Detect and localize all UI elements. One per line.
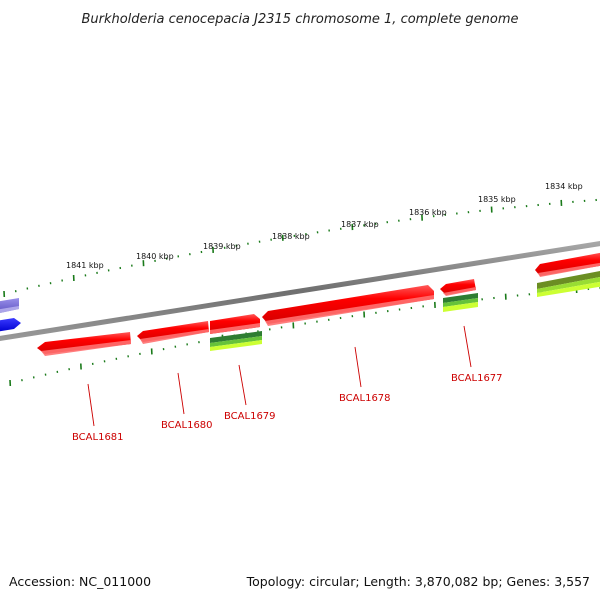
gene-right-edge-arrow <box>535 252 600 277</box>
outer-scale <box>3 198 597 298</box>
kbp-label-1836: 1836 kbp <box>409 208 447 217</box>
gene-leader-lines <box>87 325 472 427</box>
leader-BCAL1677 <box>463 325 472 368</box>
kbp-label-1841: 1841 kbp <box>66 261 104 270</box>
gene-label-BCAL1677: BCAL1677 <box>451 373 503 384</box>
gene-label-BCAL1681: BCAL1681 <box>72 432 124 443</box>
map-title: Burkholderia cenocepacia J2315 chromosom… <box>81 12 518 27</box>
feature-band-right-edge <box>537 270 600 297</box>
gene-label-BCAL1679: BCAL1679 <box>224 411 276 422</box>
gene-BCAL1680-arrow <box>137 321 209 344</box>
feature-band-BCAL1677 <box>443 293 478 312</box>
leader-BCAL1680 <box>177 372 185 415</box>
genome-backbone <box>0 241 600 341</box>
kbp-labels: 1841 kbp 1840 kbp 1839 kbp 1838 kbp 1837… <box>66 182 583 270</box>
leader-BCAL1681 <box>87 383 95 427</box>
kbp-label-1838: 1838 kbp <box>272 232 310 241</box>
feature-band-BCAL1679 <box>210 331 262 351</box>
kbp-label-1834: 1834 kbp <box>545 182 583 191</box>
gene-BCAL1677-arrow <box>440 279 476 296</box>
gene-label-BCAL1680: BCAL1680 <box>161 420 213 431</box>
accession-text: Accession: NC_011000 <box>9 574 151 589</box>
gene-BCAL1678-arrow <box>262 285 434 326</box>
kbp-label-1837: 1837 kbp <box>341 220 379 229</box>
leader-BCAL1679 <box>238 364 247 406</box>
gene-labels: BCAL1681 BCAL1680 BCAL1679 BCAL1678 BCAL… <box>72 373 503 443</box>
gene-BCAL1681-arrow <box>37 332 131 356</box>
leader-BCAL1678 <box>354 346 362 388</box>
kbp-label-1840: 1840 kbp <box>136 252 174 261</box>
gene-blue-left <box>0 318 21 332</box>
gene-purple-left <box>0 298 19 313</box>
kbp-label-1839: 1839 kbp <box>203 242 241 251</box>
gene-label-BCAL1678: BCAL1678 <box>339 393 391 404</box>
gene-BCAL1679-arrow <box>210 314 260 334</box>
genome-summary-text: Topology: circular; Length: 3,870,082 bp… <box>246 574 590 589</box>
kbp-label-1835: 1835 kbp <box>478 195 516 204</box>
